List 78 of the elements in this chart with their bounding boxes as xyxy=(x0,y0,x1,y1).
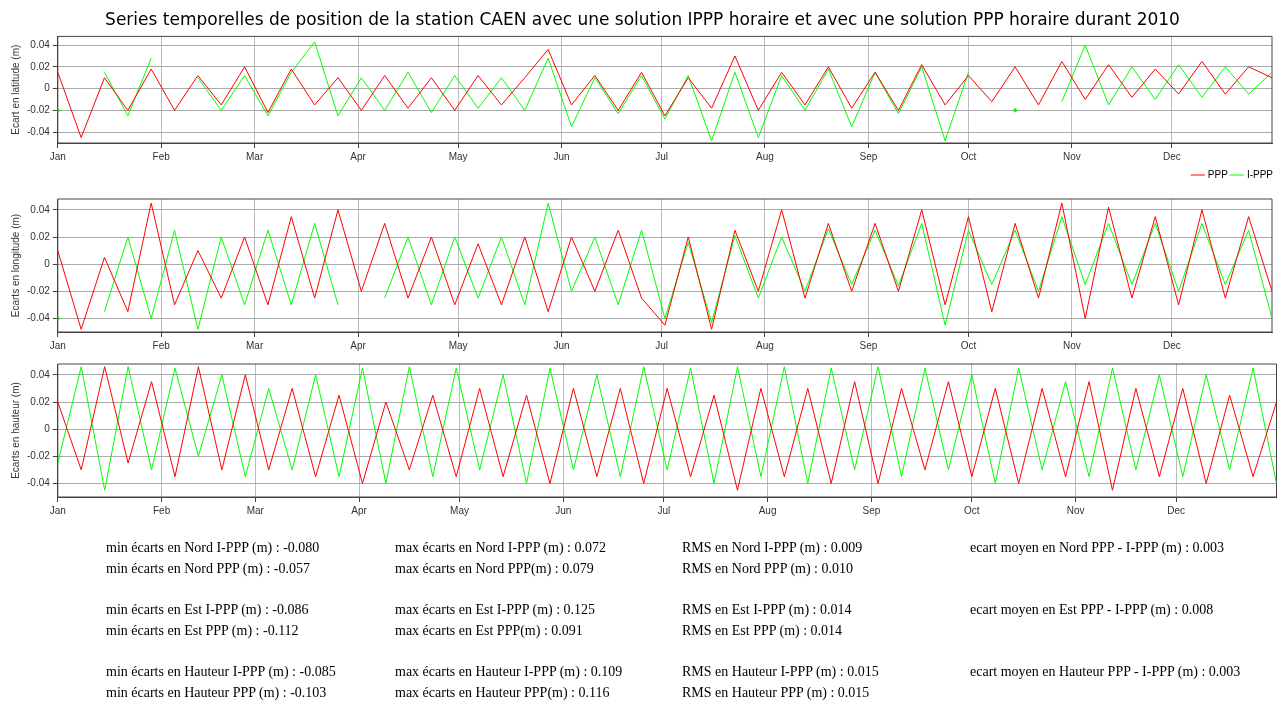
x-tick-label: Feb xyxy=(152,504,171,516)
x-tick-label: Aug xyxy=(758,504,777,516)
y-tick-label: 0.04 xyxy=(30,368,51,380)
y-tick-label: -0.02 xyxy=(27,450,51,462)
x-tick-label: Jun xyxy=(555,504,572,516)
y-tick-label: 0.04 xyxy=(30,38,51,50)
x-tick-label: Nov xyxy=(1062,339,1081,351)
x-tick-label: Jan xyxy=(49,150,66,162)
text: RMS en Nord PPP (m) : 0.010 xyxy=(682,561,854,577)
x-tick-label: Dec xyxy=(1163,339,1181,351)
legend-label: PPP xyxy=(1207,168,1229,180)
x-tick-label: Mar xyxy=(245,150,264,162)
text: ecart moyen en Est PPP - I-PPP (m) : 0.008 xyxy=(970,602,1214,618)
text: RMS en Hauteur PPP (m) : 0.015 xyxy=(682,685,870,701)
x-tick-label: Mar xyxy=(246,504,265,516)
x-tick-label: Apr xyxy=(350,339,367,351)
text: max écarts en Hauteur I-PPP (m) : 0.109 xyxy=(395,664,623,680)
text: max écarts en Hauteur PPP(m) : 0.116 xyxy=(395,685,610,701)
y-axis-title: Ecarts en longitude (m) xyxy=(9,213,21,318)
x-tick-label: Mar xyxy=(245,339,264,351)
x-tick-label: Feb xyxy=(152,339,171,351)
text: min écarts en Est I-PPP (m) : -0.086 xyxy=(106,602,309,618)
x-tick-label: Apr xyxy=(350,150,367,162)
y-tick-label: -0.04 xyxy=(27,312,51,324)
y-tick-label: 0.02 xyxy=(30,395,51,407)
text: RMS en Est PPP (m) : 0.014 xyxy=(682,623,843,639)
x-tick-label: Aug xyxy=(756,339,774,351)
x-tick-label: Jul xyxy=(655,150,668,162)
y-tick-label: 0.02 xyxy=(30,230,51,242)
x-tick-label: Aug xyxy=(756,150,774,162)
text: RMS en Est I-PPP (m) : 0.014 xyxy=(682,602,852,618)
x-tick-label: Sep xyxy=(859,150,878,162)
y-tick-label: -0.02 xyxy=(27,104,51,116)
x-tick-label: Oct xyxy=(960,150,977,162)
text: RMS en Nord I-PPP (m) : 0.009 xyxy=(682,540,863,556)
text: max écarts en Nord PPP(m) : 0.079 xyxy=(395,561,594,577)
text: min écarts en Est PPP (m) : -0.112 xyxy=(106,623,299,639)
x-tick-label: May xyxy=(450,504,470,516)
y-tick-label: 0.04 xyxy=(30,203,51,215)
y-axis-title: Ecart en latitude (m) xyxy=(9,44,21,135)
text: RMS en Hauteur I-PPP (m) : 0.015 xyxy=(682,664,879,680)
legend-label: I-PPP xyxy=(1246,168,1274,180)
x-tick-label: Jan xyxy=(49,504,66,516)
text: max écarts en Nord I-PPP (m) : 0.072 xyxy=(395,540,606,556)
y-tick-label: 0 xyxy=(44,257,51,269)
x-tick-label: Nov xyxy=(1062,150,1081,162)
x-tick-label: Dec xyxy=(1167,504,1185,516)
y-tick-label: 0.02 xyxy=(30,60,51,72)
x-tick-label: Nov xyxy=(1066,504,1085,516)
text: max écarts en Est PPP(m) : 0.091 xyxy=(395,623,583,639)
x-tick-label: Feb xyxy=(152,150,171,162)
text: min écarts en Nord I-PPP (m) : -0.080 xyxy=(106,540,320,556)
x-tick-label: Sep xyxy=(859,339,878,351)
x-tick-label: Jun xyxy=(553,150,570,162)
x-tick-label: Sep xyxy=(862,504,881,516)
y-tick-label: -0.04 xyxy=(27,477,51,489)
text: ecart moyen en Hauteur PPP - I-PPP (m) : 0.003 xyxy=(970,664,1241,680)
x-tick-label: Oct xyxy=(964,504,980,516)
x-tick-label: Apr xyxy=(351,504,368,516)
y-tick-label: 0 xyxy=(44,422,51,434)
text: min écarts en Hauteur PPP (m) : -0.103 xyxy=(106,685,327,701)
y-tick-label: -0.04 xyxy=(27,125,51,137)
x-tick-label: Oct xyxy=(960,339,977,351)
x-tick-label: Jun xyxy=(553,339,570,351)
x-tick-label: May xyxy=(448,339,468,351)
text: min écarts en Nord PPP (m) : -0.057 xyxy=(106,561,311,577)
text: max écarts en Est I-PPP (m) : 0.125 xyxy=(395,602,596,618)
x-tick-label: May xyxy=(448,150,468,162)
text: ecart moyen en Nord PPP - I-PPP (m) : 0.003 xyxy=(970,540,1225,556)
y-tick-label: -0.02 xyxy=(27,285,51,297)
x-tick-label: Jul xyxy=(655,339,668,351)
text: min écarts en Hauteur I-PPP (m) : -0.085 xyxy=(106,664,336,680)
x-tick-label: Jul xyxy=(657,504,671,516)
chart-title: Series temporelles de position de la station CAEN avec une solution IPPP horaire et avec une solution PPP horaire durant 2010 xyxy=(105,8,1180,29)
y-axis-title: Ecarts en hauteur (m) xyxy=(9,382,21,479)
x-tick-label: Dec xyxy=(1163,150,1181,162)
x-tick-label: Jan xyxy=(49,339,66,351)
y-tick-label: 0 xyxy=(44,82,51,94)
